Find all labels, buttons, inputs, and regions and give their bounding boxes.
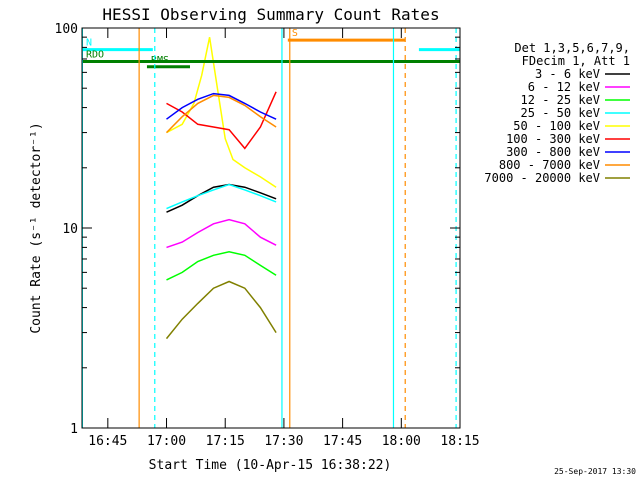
x-axis-label: Start Time (10-Apr-15 16:38:22) [149, 458, 392, 473]
legend-label-7: 800 - 7000 keV [499, 158, 600, 172]
x-tick-label-4: 17:45 [323, 434, 362, 449]
legend-label-3: 25 - 50 keV [521, 106, 600, 120]
x-tick-label-6: 18:15 [440, 434, 479, 449]
y-tick-label-0: 1 [70, 422, 78, 437]
chart-title: HESSI Observing Summary Count Rates [102, 5, 439, 24]
flags-layer: N S RDO RMS [82, 28, 460, 69]
legend-label-0: 3 - 6 keV [535, 67, 600, 81]
legend-header-line-2: FDecim 1, Att 1 [522, 54, 630, 68]
legend-label-2: 12 - 25 keV [521, 93, 600, 107]
series-layer [165, 37, 277, 340]
flag-label-1: S [292, 28, 298, 39]
x-tick-label-5: 18:00 [382, 434, 421, 449]
series-line-2 [166, 251, 277, 281]
y-tick-label-2: 100 [55, 22, 78, 37]
x-axis-ticks: 16:45 17:00 17:15 17:30 17:45 18:00 18:15 [88, 28, 480, 449]
flag-label-2: RDO [86, 49, 104, 60]
y-axis-ticks: 1 10 100 [55, 22, 460, 437]
series-line-5 [166, 91, 277, 150]
legend-label-6: 300 - 800 keV [506, 145, 600, 159]
legend-label-4: 50 - 100 keV [513, 119, 600, 133]
x-tick-label-3: 17:30 [264, 434, 303, 449]
x-tick-label-1: 17:00 [147, 434, 186, 449]
legend: Det 1,3,5,6,7,9, FDecim 1, Att 1 3 - 6 k… [484, 41, 630, 185]
legend-label-1: 6 - 12 keV [528, 80, 600, 94]
x-tick-label-2: 17:15 [206, 434, 245, 449]
series-line-7 [165, 94, 277, 134]
timestamp-footer: 25-Sep-2017 13:30 [554, 467, 636, 476]
x-tick-label-0: 16:45 [88, 434, 127, 449]
legend-label-8: 7000 - 20000 keV [484, 171, 600, 185]
legend-label-5: 100 - 300 keV [506, 132, 600, 146]
vertical-markers-layer [81, 28, 457, 428]
series-line-3 [166, 183, 277, 210]
series-line-1 [166, 218, 277, 249]
y-axis-label: Count Rate (s⁻¹ detector⁻¹) [29, 122, 44, 333]
flag-label-0: N [86, 38, 92, 49]
series-line-6 [166, 92, 277, 120]
legend-header-line-1: Det 1,3,5,6,7,9, [514, 41, 630, 55]
series-line-8 [165, 280, 277, 340]
flag-label-3: RMS [151, 55, 169, 66]
series-line-0 [166, 183, 277, 213]
y-tick-label-1: 10 [62, 222, 78, 237]
